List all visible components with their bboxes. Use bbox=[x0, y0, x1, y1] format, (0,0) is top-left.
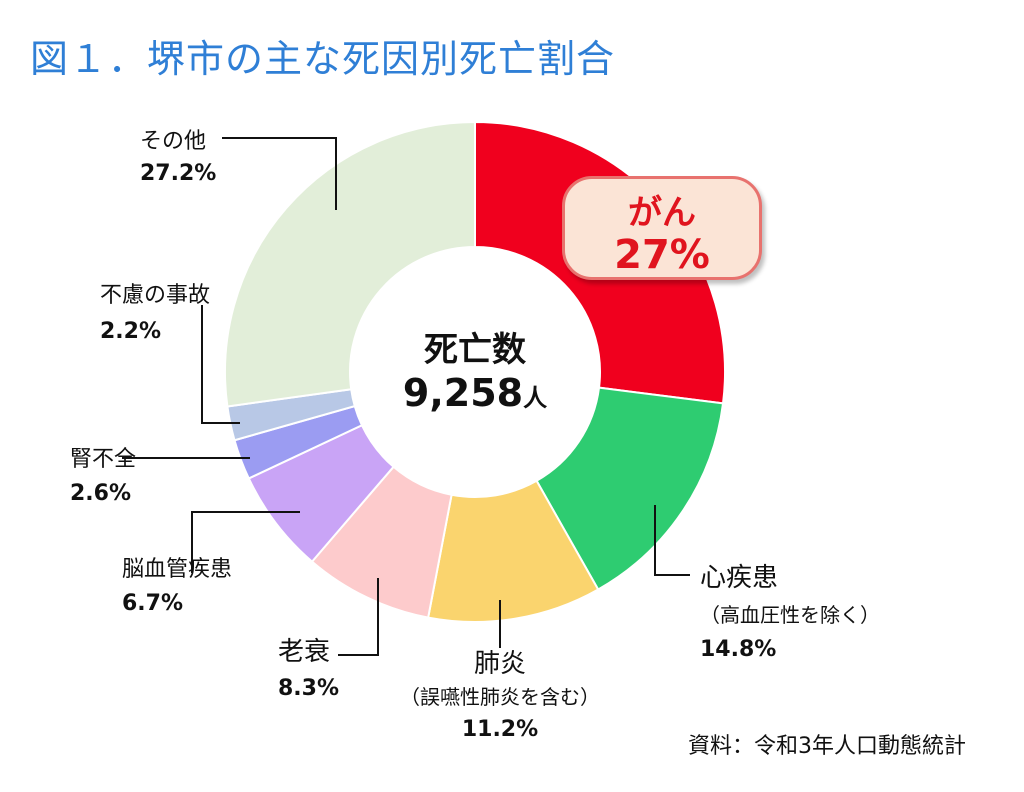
label-heart-name: 心疾患 bbox=[700, 563, 779, 593]
label-gan-name: がん bbox=[628, 193, 696, 233]
label-pneumonia-pct: 11.2% bbox=[461, 716, 539, 742]
label-heart: 心疾患 （高血圧性を除く） 14.8% bbox=[700, 562, 880, 663]
label-pneumonia-note: （誤嚥性肺炎を含む） bbox=[400, 684, 600, 709]
source-note: 資料：令和3年人口動態統計 bbox=[688, 734, 966, 759]
label-pneumonia: 肺炎 （誤嚥性肺炎を含む） 11.2% bbox=[400, 648, 600, 743]
leader-other bbox=[222, 137, 337, 210]
leader-cerebrovascular bbox=[191, 511, 300, 573]
label-cerebrovascular: 脳血管疾患 6.7% bbox=[122, 556, 232, 617]
label-accident: 不慮の事故 2.2% bbox=[100, 282, 210, 345]
label-pneumonia-name: 肺炎 bbox=[473, 649, 526, 679]
label-other: その他 27.2% bbox=[140, 128, 216, 187]
label-senility-pct: 8.3% bbox=[278, 675, 340, 701]
label-cerebrovascular-name: 脳血管疾患 bbox=[122, 557, 233, 582]
label-heart-pct: 14.8% bbox=[700, 636, 777, 662]
label-gan-pct: 27% bbox=[614, 232, 710, 278]
label-gan: がん 27% bbox=[562, 176, 762, 280]
label-senility-name: 老衰 bbox=[278, 637, 331, 667]
center-unit: 人 bbox=[523, 384, 548, 412]
center-total: 死亡数 9,258人 bbox=[375, 322, 575, 415]
label-other-pct: 27.2% bbox=[140, 160, 217, 186]
center-number: 9,258 bbox=[402, 371, 524, 415]
chart-title: 図１．堺市の主な死因別死亡割合 bbox=[30, 37, 616, 81]
slice-heart-disease bbox=[535, 386, 725, 591]
label-cerebrovascular-pct: 6.7% bbox=[122, 590, 184, 616]
label-accident-name: 不慮の事故 bbox=[100, 283, 211, 308]
slice-other bbox=[224, 120, 476, 408]
center-title: 死亡数 bbox=[424, 330, 526, 370]
label-kidney-pct: 2.6% bbox=[70, 480, 132, 506]
leader-accident bbox=[201, 305, 240, 424]
leader-senility bbox=[338, 578, 379, 656]
label-kidney: 腎不全 2.6% bbox=[70, 446, 136, 507]
label-kidney-name: 腎不全 bbox=[70, 447, 137, 472]
label-senility: 老衰 8.3% bbox=[278, 636, 339, 702]
label-accident-pct: 2.2% bbox=[100, 318, 162, 344]
label-other-name: その他 bbox=[140, 129, 207, 154]
label-heart-note: （高血圧性を除く） bbox=[700, 602, 880, 627]
leader-heart bbox=[654, 505, 690, 576]
